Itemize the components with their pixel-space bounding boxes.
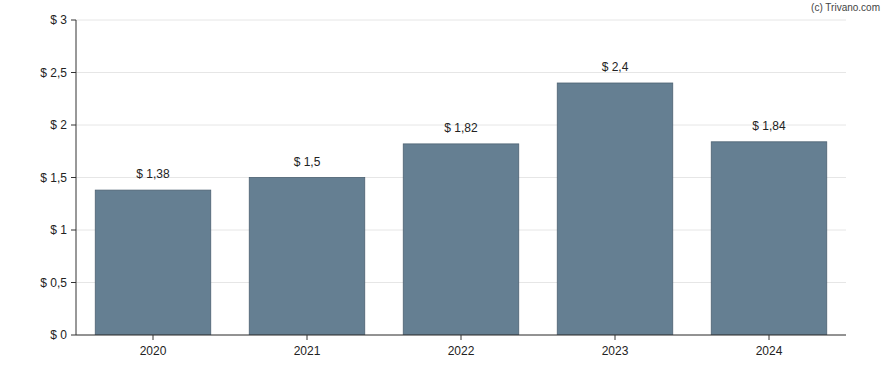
data-label: $ 2,4 bbox=[602, 60, 629, 74]
bars bbox=[95, 83, 827, 335]
x-tick-label: 2024 bbox=[756, 344, 783, 358]
x-tick-label: 2020 bbox=[140, 344, 167, 358]
y-tick bbox=[71, 230, 76, 231]
y-tick bbox=[71, 335, 76, 336]
bar bbox=[403, 144, 519, 335]
x-tick-label: 2021 bbox=[294, 344, 321, 358]
y-tick-label: $ 0,5 bbox=[40, 276, 67, 290]
data-label: $ 1,82 bbox=[444, 121, 478, 135]
y-axis bbox=[76, 20, 77, 335]
bar bbox=[557, 83, 673, 335]
y-tick-label: $ 0 bbox=[50, 328, 67, 342]
annotation: (c) Trivano.com bbox=[811, 2, 880, 13]
x-tick bbox=[461, 335, 462, 340]
y-tick-label: $ 1,5 bbox=[40, 171, 67, 185]
x-tick-label: 2022 bbox=[448, 344, 475, 358]
bar bbox=[95, 190, 211, 335]
y-tick bbox=[71, 282, 76, 283]
x-tick-label: 2023 bbox=[602, 344, 629, 358]
data-label: $ 1,5 bbox=[294, 155, 321, 169]
data-label: $ 1,84 bbox=[752, 119, 786, 133]
y-tick bbox=[71, 72, 76, 73]
x-tick bbox=[769, 335, 770, 340]
y-tick bbox=[71, 177, 76, 178]
y-tick-label: $ 1 bbox=[50, 223, 67, 237]
x-tick bbox=[307, 335, 308, 340]
x-tick bbox=[153, 335, 154, 340]
y-tick-label: $ 2,5 bbox=[40, 66, 67, 80]
grid-line bbox=[76, 72, 846, 73]
bar bbox=[249, 178, 365, 336]
chart-container: $ 0 $ 0,5 $ 1 $ 1,5 $ 2 $ 2,5 $ 3 $ 1,38 $ 1,5 $ … bbox=[0, 0, 888, 370]
bar bbox=[711, 142, 827, 335]
grid-line bbox=[76, 20, 846, 21]
y-tick bbox=[71, 125, 76, 126]
y-tick-label: $ 2 bbox=[50, 118, 67, 132]
x-tick bbox=[615, 335, 616, 340]
y-tick-label: $ 3 bbox=[50, 13, 67, 27]
chart: $ 0 $ 0,5 $ 1 $ 1,5 $ 2 $ 2,5 $ 3 $ 1,38 $ 1,5 $ … bbox=[0, 0, 888, 370]
data-label: $ 1,38 bbox=[136, 167, 170, 181]
y-tick bbox=[71, 20, 76, 21]
